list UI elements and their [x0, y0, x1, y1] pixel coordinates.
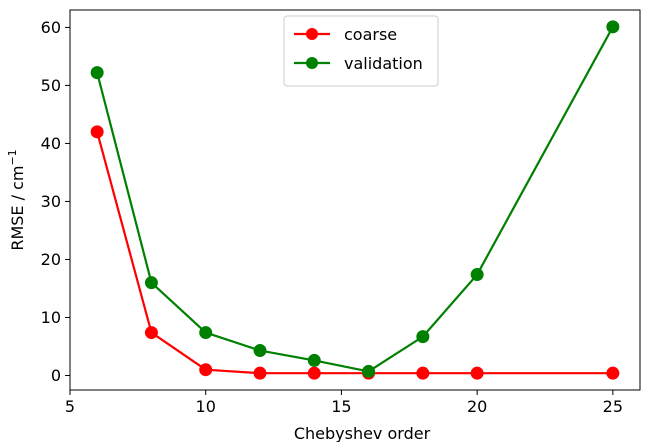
- data-point-coarse: [253, 366, 267, 380]
- data-point-validation: [362, 364, 376, 378]
- legend-marker: [306, 28, 318, 40]
- series-layer: [90, 20, 620, 380]
- data-point-validation: [90, 66, 104, 80]
- x-tick-label: 5: [65, 397, 75, 416]
- x-tick-label: 20: [467, 397, 487, 416]
- data-point-validation: [606, 20, 620, 34]
- data-point-validation: [144, 276, 158, 290]
- data-point-validation: [253, 344, 267, 358]
- legend-label: coarse: [344, 25, 397, 44]
- x-axis-label: Chebyshev order: [294, 424, 431, 442]
- y-tick-label: 30: [41, 192, 61, 211]
- data-point-coarse: [90, 125, 104, 139]
- legend-label: validation: [344, 54, 423, 73]
- series-validation: [90, 20, 620, 378]
- ticks-layer: 5 10 15 20 25 0 10 20 30 40 50 60: [41, 18, 623, 416]
- data-point-coarse: [307, 366, 321, 380]
- data-point-coarse: [144, 326, 158, 340]
- y-tick-label: 20: [41, 250, 61, 269]
- data-point-validation: [470, 268, 484, 282]
- y-tick-label: 50: [41, 76, 61, 95]
- y-tick-label: 40: [41, 134, 61, 153]
- data-point-validation: [199, 326, 213, 340]
- data-point-validation: [416, 330, 430, 344]
- data-point-coarse: [416, 366, 430, 380]
- y-axis-label-text: RMSE / cm: [8, 166, 27, 251]
- data-point-coarse: [606, 366, 620, 380]
- legend: coarse validation: [283, 15, 439, 87]
- legend-item-coarse: coarse: [294, 25, 397, 44]
- legend-marker: [306, 57, 318, 69]
- data-point-validation: [307, 353, 321, 367]
- axes-frame: [69, 9, 641, 391]
- y-axis-label-superscript: −1: [6, 149, 19, 165]
- y-axis-label: RMSE / cm−1: [6, 149, 27, 250]
- x-tick-label: 15: [331, 397, 351, 416]
- legend-item-validation: validation: [294, 54, 423, 73]
- data-point-coarse: [470, 366, 484, 380]
- x-tick-label: 10: [196, 397, 216, 416]
- y-tick-label: 0: [51, 366, 61, 385]
- x-tick-label: 25: [603, 397, 623, 416]
- data-point-coarse: [199, 363, 213, 377]
- y-tick-label: 10: [41, 308, 61, 327]
- series-coarse: [90, 125, 620, 380]
- y-tick-label: 60: [41, 18, 61, 37]
- axes-layer: [69, 9, 641, 391]
